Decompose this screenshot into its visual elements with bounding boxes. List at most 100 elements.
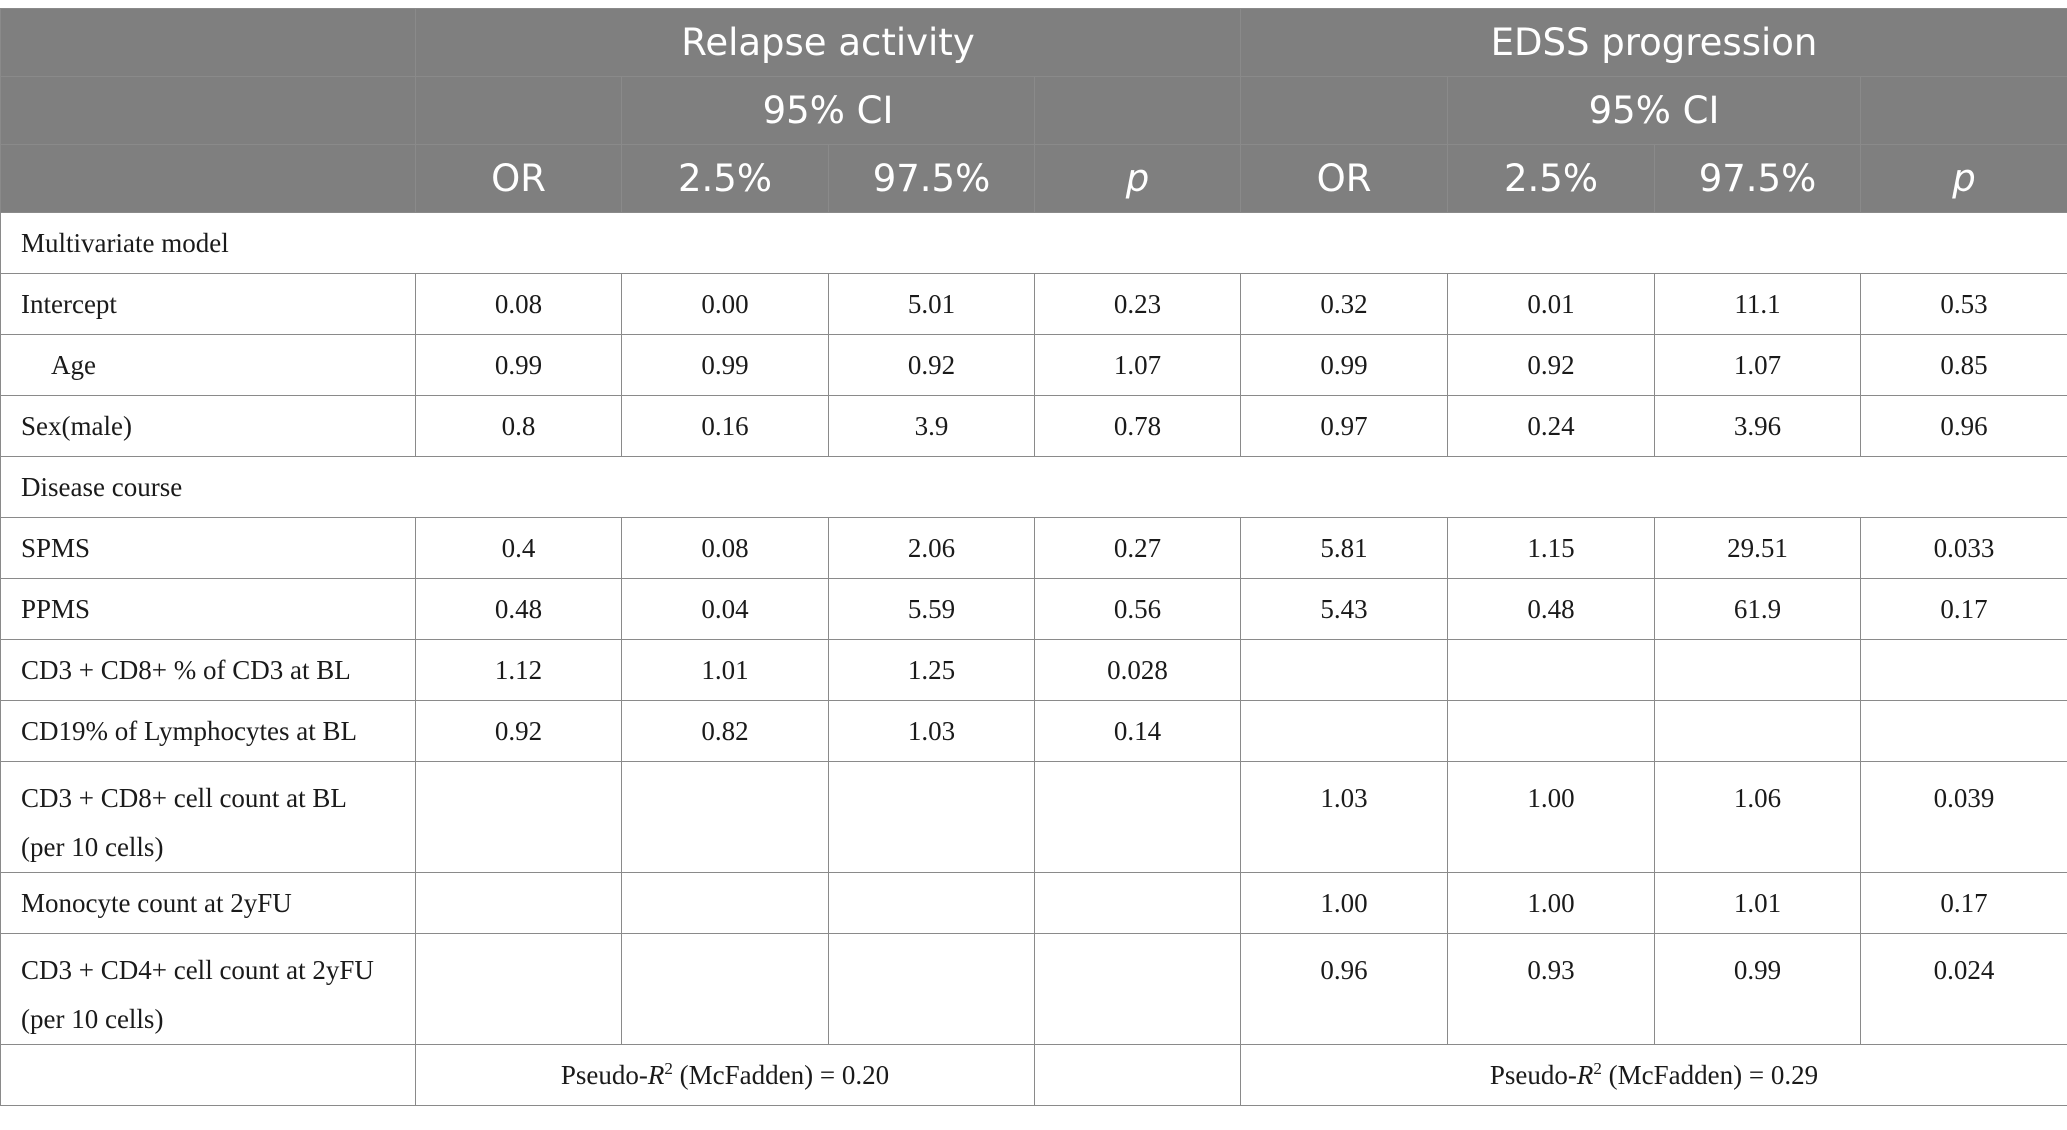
edss-upper-ci-cell: 29.51 [1654,517,1861,579]
relapse-p-cell [1034,872,1241,934]
footer-empty-cell [1034,1044,1241,1106]
superscript-two: 2 [1593,1058,1602,1078]
relapse-or-cell: 0.08 [415,273,622,335]
header-empty-cell [1240,76,1448,145]
row-label-line2: (per 10 cells) [21,1004,164,1034]
edss-pseudo-r2-value: (McFadden) = 0.29 [1601,1059,1819,1090]
edss-upper-ci-cell: 1.06 [1654,761,1861,873]
relapse-or-cell: 0.4 [415,517,622,579]
edss-or-cell: 0.96 [1240,933,1448,1045]
edss-or-cell [1240,700,1448,762]
relapse-lower-ci-cell [621,761,829,873]
edss-lower-ci-cell [1447,700,1655,762]
relapse-or-cell: 0.99 [415,334,622,396]
edss-p-header: p [1859,144,2067,213]
relapse-p-header: p [1034,144,1241,213]
footer-empty-cell [0,1044,416,1106]
edss-or-cell: 5.43 [1240,578,1448,640]
r-symbol: R [1576,1059,1594,1090]
relapse-upper-ci-cell: 5.59 [828,578,1035,640]
relapse-or-header: OR [415,144,622,213]
relapse-lower-ci-cell: 0.16 [621,395,829,457]
header-empty-cell [415,76,622,145]
section-row-disease-course: Disease course [0,456,2067,518]
section-label: Multivariate model [0,212,2067,274]
edss-upper-ci-header: 97.5% [1654,144,1861,213]
edss-upper-ci-cell [1654,639,1861,701]
edss-lower-ci-cell: 0.01 [1447,273,1655,335]
row-label: Intercept [0,273,416,335]
edss-lower-ci-cell: 0.48 [1447,578,1655,640]
relapse-lower-ci-cell: 0.04 [621,578,829,640]
edss-or-cell: 0.32 [1240,273,1448,335]
row-label: Monocyte count at 2yFU [0,872,416,934]
row-label: CD3 + CD8+ % of CD3 at BL [0,639,416,701]
edss-p-cell: 0.033 [1859,517,2067,579]
relapse-upper-ci-cell: 5.01 [828,273,1035,335]
edss-lower-ci-header: 2.5% [1447,144,1655,213]
relapse-upper-ci-cell [828,761,1035,873]
relapse-p-cell: 1.07 [1034,334,1241,396]
edss-or-cell: 1.00 [1240,872,1448,934]
relapse-upper-ci-cell: 1.25 [828,639,1035,701]
relapse-p-cell [1034,761,1241,873]
edss-or-cell: 0.99 [1240,334,1448,396]
relapse-p-cell: 0.23 [1034,273,1241,335]
table-row-cd8-count: CD3 + CD8+ cell count at BL (per 10 cell… [0,761,2067,873]
edss-upper-ci-cell: 11.1 [1654,273,1861,335]
edss-p-cell: 0.17 [1859,872,2067,934]
relapse-lower-ci-cell: 0.08 [621,517,829,579]
section-row-multivariate: Multivariate model [0,212,2067,274]
relapse-p-cell: 0.56 [1034,578,1241,640]
edss-pseudo-r2-cell: Pseudo-R2 (McFadden) = 0.29 [1239,1044,2067,1106]
table-row-intercept: Intercept 0.08 0.00 5.01 0.23 0.32 0.01 … [0,273,2067,335]
edss-lower-ci-cell: 0.93 [1447,933,1655,1045]
relapse-p-cell: 0.028 [1034,639,1241,701]
edss-p-cell: 0.96 [1859,395,2067,457]
relapse-p-cell [1034,933,1241,1045]
relapse-lower-ci-cell: 1.01 [621,639,829,701]
relapse-lower-ci-cell: 0.99 [621,334,829,396]
pseudo-prefix: Pseudo- [560,1059,648,1090]
relapse-or-cell: 0.92 [415,700,622,762]
regression-table: Relapse activity EDSS progression 95% CI… [0,8,2067,1106]
edss-upper-ci-cell: 1.01 [1654,872,1861,934]
edss-p-cell [1859,639,2067,701]
relapse-upper-ci-cell: 0.92 [828,334,1035,396]
edss-p-cell: 0.039 [1859,761,2067,873]
table-row-cd19: CD19% of Lymphocytes at BL 0.92 0.82 1.0… [0,700,2067,762]
header-empty-cell [0,144,416,213]
table-row-cd8-percent: CD3 + CD8+ % of CD3 at BL 1.12 1.01 1.25… [0,639,2067,701]
row-label-line1: CD3 + CD4+ cell count at 2yFU [21,955,374,985]
relapse-p-cell: 0.27 [1034,517,1241,579]
edss-lower-ci-cell: 0.24 [1447,395,1655,457]
table-row-pseudo-r2: Pseudo-R2 (McFadden) = 0.20 Pseudo-R2 (M… [0,1044,2067,1106]
relapse-pseudo-r2-cell: Pseudo-R2 (McFadden) = 0.20 [415,1044,1035,1106]
table-row-age: Age 0.99 0.99 0.92 1.07 0.99 0.92 1.07 0… [0,334,2067,396]
relapse-or-cell [415,761,622,873]
pseudo-prefix: Pseudo- [1489,1059,1577,1090]
relapse-pseudo-r2-value: (McFadden) = 0.20 [672,1059,890,1090]
relapse-p-cell: 0.78 [1034,395,1241,457]
table-row-sex: Sex(male) 0.8 0.16 3.9 0.78 0.97 0.24 3.… [0,395,2067,457]
relapse-or-cell: 0.8 [415,395,622,457]
relapse-activity-header: Relapse activity [415,8,1241,77]
edss-lower-ci-cell: 1.00 [1447,872,1655,934]
relapse-lower-ci-header: 2.5% [621,144,829,213]
edss-lower-ci-cell: 1.00 [1447,761,1655,873]
edss-p-cell: 0.17 [1859,578,2067,640]
r-symbol: R [647,1059,665,1090]
edss-or-cell: 5.81 [1240,517,1448,579]
relapse-upper-ci-cell: 3.9 [828,395,1035,457]
relapse-upper-ci-cell [828,933,1035,1045]
relapse-or-cell [415,872,622,934]
row-label-line1: CD3 + CD8+ cell count at BL [21,783,347,813]
header-row-groups: Relapse activity EDSS progression [0,8,2067,77]
header-row-ci: 95% CI 95% CI [0,76,2067,145]
header-empty-cell [0,76,416,145]
header-empty-cell [1859,76,2067,145]
row-label: CD3 + CD8+ cell count at BL (per 10 cell… [0,761,416,873]
row-label: SPMS [0,517,416,579]
edss-p-cell: 0.024 [1859,933,2067,1045]
edss-p-cell: 0.53 [1859,273,2067,335]
